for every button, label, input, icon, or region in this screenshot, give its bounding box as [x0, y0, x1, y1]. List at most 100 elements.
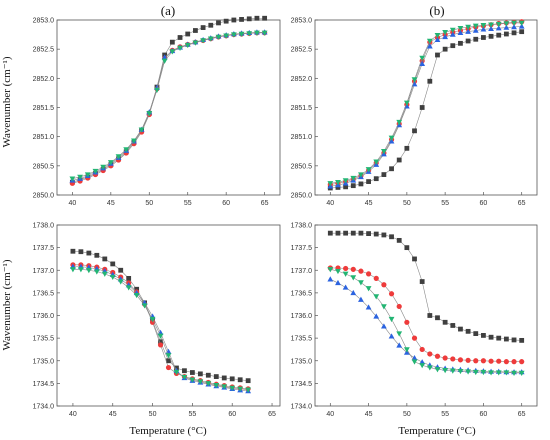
- point-triangle-down-b-bottom: [472, 369, 479, 376]
- y-tick-label: 2850.0: [291, 193, 313, 200]
- point-square-a-bottom: [205, 372, 211, 378]
- point-triangle-down-b-top: [434, 32, 441, 39]
- point-circle-b-bottom: [511, 359, 517, 365]
- point-circle-b-bottom: [396, 303, 402, 310]
- plot-frame-b-bottom: [314, 224, 538, 407]
- point-triangle-down-a-bottom: [229, 385, 236, 391]
- point-triangle-down-a-top: [107, 160, 114, 166]
- y-tick-label: 1737.5: [291, 245, 313, 252]
- point-triangle-down-a-top: [169, 49, 176, 55]
- point-triangle-up-b-bottom: [419, 359, 426, 365]
- point-triangle-down-b-top: [480, 23, 487, 29]
- x-tick-label: 55: [441, 200, 449, 207]
- series-line-b-bottom-1: [330, 267, 522, 362]
- point-triangle-down-b-top: [457, 25, 464, 32]
- point-circle-b-bottom: [488, 358, 494, 364]
- point-triangle-down-b-bottom: [442, 368, 449, 374]
- point-triangle-down-b-bottom: [388, 316, 395, 323]
- point-triangle-up-b-top: [457, 29, 464, 36]
- point-triangle-down-b-top: [335, 179, 341, 186]
- point-circle-b-bottom: [411, 335, 418, 341]
- point-triangle-up-b-top: [495, 25, 502, 31]
- y-tick-label: 1734.5: [291, 381, 313, 388]
- point-triangle-down-b-bottom: [457, 368, 464, 375]
- y-tick-label: 1736.0: [291, 313, 313, 320]
- point-square-a-bottom: [197, 371, 203, 377]
- point-square-b-bottom: [419, 279, 425, 284]
- point-square-b-top: [373, 176, 379, 182]
- point-triangle-down-b-bottom: [396, 331, 403, 337]
- series-line-a-bottom-1: [72, 264, 249, 390]
- point-triangle-down-b-bottom: [350, 275, 357, 281]
- point-square-a-top: [216, 20, 221, 26]
- x-tick-label: 55: [184, 200, 192, 207]
- point-square-a-bottom: [118, 267, 124, 273]
- point-square-b-top: [366, 179, 371, 184]
- point-triangle-down-a-bottom: [205, 381, 212, 387]
- x-tick-label: 50: [403, 200, 411, 207]
- plot-frame-b-top: [314, 19, 538, 196]
- x-tick-label: 40: [69, 411, 77, 418]
- point-square-a-top: [177, 35, 183, 40]
- point-square-b-bottom: [519, 337, 525, 343]
- point-square-b-top: [404, 145, 410, 151]
- x-tick-label: 40: [68, 200, 76, 207]
- x-axis-title-a: Temperature (°C): [129, 425, 207, 437]
- point-triangle-down-a-bottom: [85, 268, 92, 274]
- point-square-b-top: [511, 30, 517, 36]
- point-triangle-down-a-top: [92, 168, 99, 175]
- point-circle-b-bottom: [434, 353, 441, 359]
- panel-label-b: (b): [429, 3, 444, 18]
- point-square-b-bottom: [488, 334, 494, 340]
- x-tick-label: 60: [222, 200, 230, 207]
- point-square-b-bottom: [427, 313, 433, 318]
- point-square-a-bottom: [86, 250, 92, 256]
- y-tick-label: 2852.0: [33, 76, 55, 83]
- x-tick-label: 45: [107, 200, 115, 207]
- point-square-b-top: [419, 105, 425, 110]
- series-line-b-bottom-2: [330, 279, 522, 373]
- point-triangle-down-b-top: [396, 119, 403, 126]
- point-square-b-bottom: [412, 256, 417, 262]
- point-square-b-top: [481, 35, 486, 40]
- point-triangle-down-a-bottom: [213, 382, 220, 389]
- point-triangle-down-a-top: [115, 154, 122, 160]
- point-triangle-down-a-top: [138, 127, 145, 133]
- y-tick-label: 1735.0: [33, 358, 55, 365]
- point-triangle-down-b-top: [358, 172, 364, 178]
- point-triangle-down-a-top: [123, 147, 130, 153]
- x-tick-label: 50: [145, 200, 153, 207]
- series-line-a-top-0: [72, 17, 265, 183]
- point-square-b-bottom: [373, 231, 379, 237]
- point-triangle-down-b-bottom: [465, 369, 472, 375]
- point-square-b-bottom: [496, 335, 502, 341]
- point-triangle-up-b-top: [434, 36, 441, 43]
- y-tick-label: 2851.0: [33, 134, 55, 141]
- point-circle-b-bottom: [419, 346, 425, 353]
- chart-a-bottom: 40 45 50 55 60 65 1734.0 1734.5 1735.0 1735.5 1736…: [33, 223, 281, 418]
- point-square-a-top: [246, 16, 252, 22]
- point-triangle-down-a-top: [69, 176, 76, 182]
- point-triangle-up-b-top: [480, 26, 487, 32]
- point-triangle-down-b-top: [388, 135, 395, 141]
- point-square-b-bottom: [381, 232, 387, 238]
- series-line-a-bottom-2: [72, 266, 249, 392]
- point-circle-b-bottom: [457, 357, 464, 363]
- point-triangle-down-a-top: [246, 31, 253, 37]
- point-triangle-down-b-bottom: [373, 294, 380, 300]
- point-square-a-top: [169, 39, 175, 45]
- y-tick-label: 1737.0: [291, 268, 313, 275]
- series-line-b-bottom-0: [330, 232, 522, 341]
- point-triangle-down-a-bottom: [109, 274, 116, 281]
- x-tick-label: 45: [365, 411, 373, 418]
- y-tick-label: 2853.0: [33, 18, 55, 25]
- point-triangle-down-b-top: [419, 55, 426, 61]
- point-triangle-down-b-bottom: [419, 363, 426, 369]
- x-tick-label: 65: [518, 411, 526, 418]
- point-square-b-top: [473, 36, 479, 42]
- chart-b-bottom: 40 45 50 55 60 65 1734.0 1734.5 1735.0 1735.5 1736…: [291, 223, 538, 418]
- y-axis-title-top: Wavenumber (cm⁻¹): [1, 56, 13, 147]
- point-square-a-bottom: [102, 256, 108, 262]
- series-line-b-top-1: [330, 21, 522, 185]
- point-square-b-bottom: [335, 230, 341, 236]
